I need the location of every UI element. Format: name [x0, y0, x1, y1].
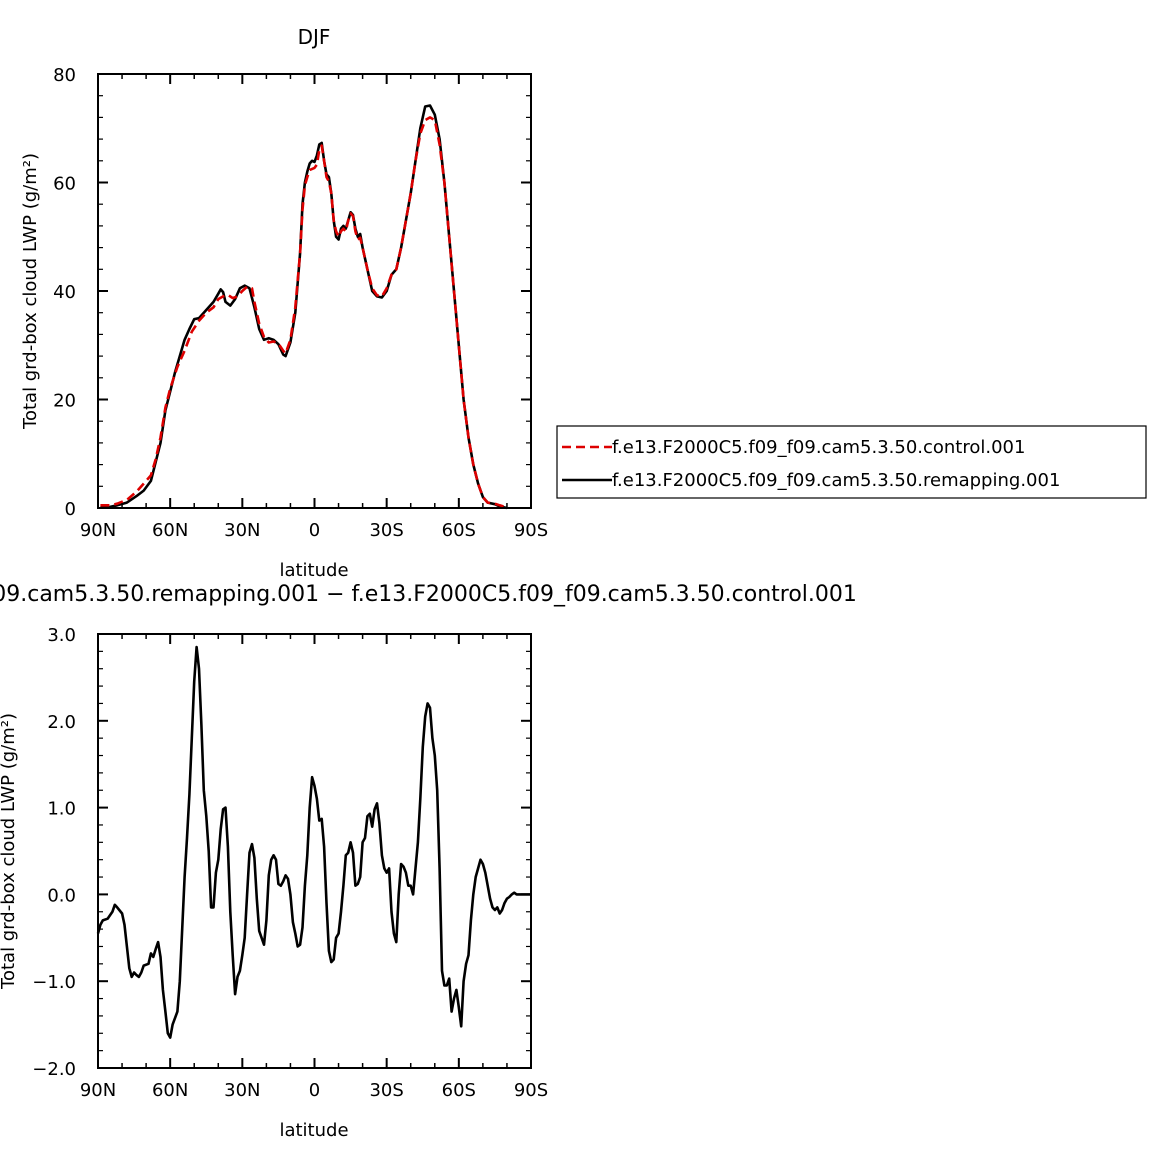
y-tick-label: 1.0	[47, 799, 76, 820]
x-tick-label: 90N	[80, 520, 116, 541]
x-axis-label: latitude	[279, 560, 348, 581]
y-tick-label: 0	[65, 499, 76, 520]
y-tick-label: 80	[53, 65, 76, 86]
y-tick-label: 2.0	[47, 712, 76, 733]
x-tick-label: 0	[309, 520, 320, 541]
x-axis-label: latitude	[279, 1120, 348, 1141]
series-line	[100, 116, 508, 509]
y-tick-label: 3.0	[47, 625, 76, 646]
plot-frame	[97, 73, 532, 509]
y-tick-label: −2.0	[32, 1059, 76, 1080]
x-tick-label: 0	[309, 1080, 320, 1101]
y-axis-ticks: −2.0 −1.0 0.0 1.0 2.0 3.0	[32, 625, 531, 1080]
y-tick-label: 60	[53, 174, 76, 195]
x-axis-ticks: 90N 60N 30N 0 30S 60S 90S	[80, 74, 548, 541]
series-lines	[96, 645, 531, 1039]
x-tick-label: 90N	[80, 1080, 116, 1101]
y-tick-label: 40	[53, 282, 76, 303]
legend: f.e13.F2000C5.f09_f09.cam5.3.50.control.…	[556, 425, 1147, 499]
x-tick-label: 30N	[224, 520, 260, 541]
series-line	[100, 104, 508, 510]
legend-label-remapping: f.e13.F2000C5.f09_f09.cam5.3.50.remappin…	[612, 470, 1060, 491]
y-tick-label: 0.0	[47, 885, 76, 906]
x-tick-label: 60S	[442, 1080, 476, 1101]
y-tick-label: 20	[53, 391, 76, 412]
x-tick-label: 60N	[152, 520, 188, 541]
legend-box	[556, 425, 1147, 499]
x-tick-label: 90S	[514, 520, 548, 541]
y-axis-label: Total grd-box cloud LWP (g/m²)	[20, 153, 41, 430]
y-axis-ticks: 0 20 40 60 80	[53, 65, 531, 520]
x-tick-label: 30N	[224, 1080, 260, 1101]
series-lines	[100, 104, 508, 510]
chart-title: DJF	[298, 25, 331, 49]
difference-title: f.e13.F2000C5.f09_f09.cam5.3.50.remappin…	[0, 582, 857, 607]
legend-label-control: f.e13.F2000C5.f09_f09.cam5.3.50.control.…	[612, 437, 1025, 458]
x-tick-label: 60S	[442, 520, 476, 541]
x-tick-label: 30S	[369, 520, 403, 541]
y-axis-label: Total grd-box cloud LWP (g/m²)	[0, 713, 19, 990]
plot-frame	[97, 633, 532, 1069]
y-tick-label: −1.0	[32, 972, 76, 993]
x-tick-label: 90S	[514, 1080, 548, 1101]
lwp-panel: DJF 90N 60N 30N 0 30S 60S 90S 0 20 40 60 80 latitu…	[20, 25, 548, 581]
difference-panel: f.e13.F2000C5.f09_f09.cam5.3.50.remappin…	[0, 582, 857, 1141]
x-tick-label: 60N	[152, 1080, 188, 1101]
x-axis-ticks: 90N 60N 30N 0 30S 60S 90S	[80, 634, 548, 1101]
x-tick-label: 30S	[369, 1080, 403, 1101]
series-line	[96, 645, 531, 1039]
